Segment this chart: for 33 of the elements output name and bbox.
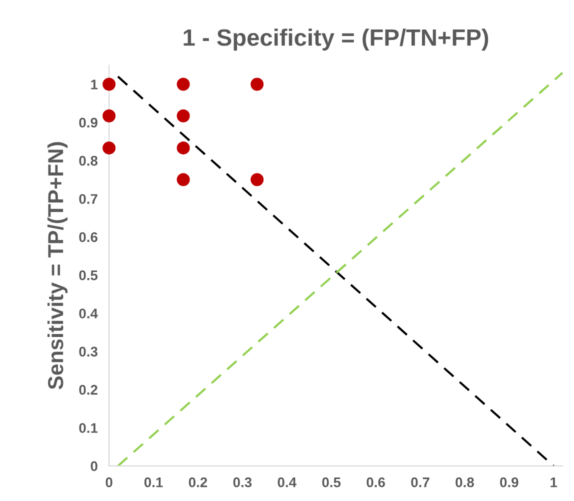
x-tick-label: 0.5 bbox=[322, 477, 341, 488]
x-tick-label: 0.4 bbox=[278, 477, 296, 488]
point bbox=[176, 109, 190, 122]
y-tick-label: 1 bbox=[91, 80, 98, 90]
point bbox=[176, 78, 190, 91]
x-tick-label: 1 bbox=[550, 478, 558, 488]
point bbox=[176, 173, 190, 186]
y-axis-title: Sensitivity = TP/(TP+FN) bbox=[47, 142, 68, 390]
point bbox=[102, 109, 116, 122]
point bbox=[102, 141, 116, 154]
x-tick-label: 0 bbox=[106, 477, 112, 488]
y-tick-label: 0.3 bbox=[79, 346, 98, 357]
y-tick-label: 0 bbox=[90, 461, 98, 472]
x-tick-label: 0.7 bbox=[411, 477, 430, 488]
x-tick-label: 0.8 bbox=[456, 477, 474, 488]
y-tick-label: 0.7 bbox=[79, 194, 98, 204]
point bbox=[176, 141, 190, 154]
x-tick-label: 0.1 bbox=[144, 477, 163, 488]
point bbox=[250, 173, 264, 186]
x-tick-label: 0.9 bbox=[500, 477, 518, 488]
y-tick-label: 0.9 bbox=[79, 118, 98, 128]
y-tick-label: 0.5 bbox=[79, 270, 98, 280]
y-tick-label: 0.1 bbox=[79, 423, 98, 433]
x-tick-label: 0.3 bbox=[233, 477, 252, 488]
y-tick-label: 0.6 bbox=[79, 232, 98, 242]
x-axis-title: 1 - Specificity = (FP/TN+FP) bbox=[184, 28, 488, 51]
point bbox=[102, 78, 116, 91]
y-tick-label: 0.4 bbox=[79, 308, 98, 318]
y-tick-label: 0.8 bbox=[79, 156, 98, 166]
y-tick-label: 0.2 bbox=[79, 384, 98, 395]
x-tick-label: 0.6 bbox=[366, 477, 385, 488]
point bbox=[250, 78, 264, 91]
x-tick-label: 0.2 bbox=[188, 477, 208, 488]
